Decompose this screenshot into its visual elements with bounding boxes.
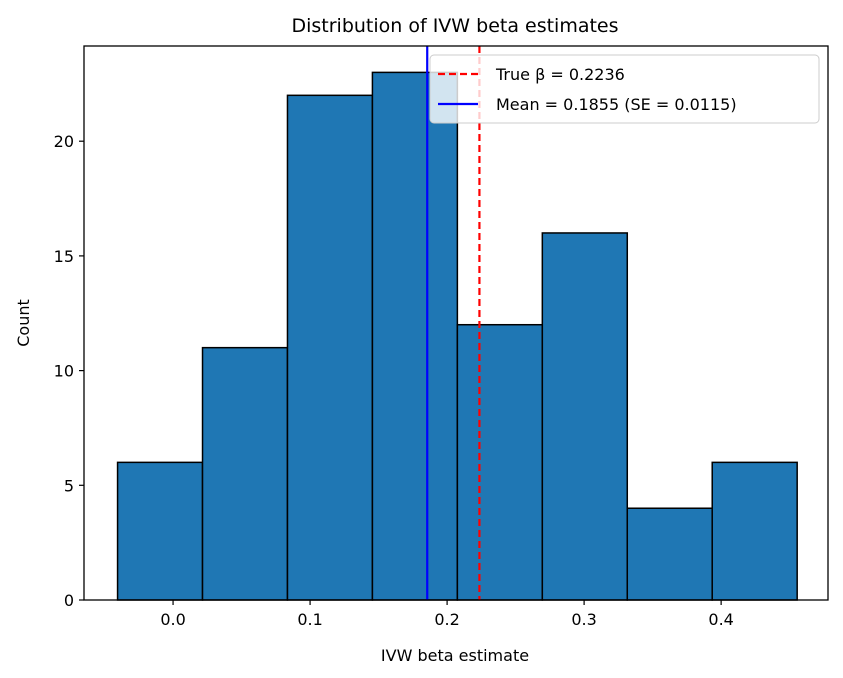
histogram-bar — [626, 507, 713, 601]
histogram-bar — [116, 461, 204, 601]
histogram-bar — [286, 94, 374, 601]
x-tick-label: 0.2 — [434, 610, 459, 629]
bars-group — [116, 71, 798, 601]
y-tick-label: 20 — [54, 132, 74, 151]
y-tick-label: 10 — [54, 362, 74, 381]
legend-entry-label: True β = 0.2236 — [495, 65, 625, 84]
histogram-bar — [201, 346, 289, 601]
x-tick-label: 0.4 — [708, 610, 733, 629]
histogram-bar — [541, 232, 629, 601]
y-axis-label: Count — [14, 299, 33, 347]
x-axis-label: IVW beta estimate — [381, 646, 529, 665]
legend-entry-label: Mean = 0.1855 (SE = 0.0115) — [496, 95, 737, 114]
legend-box — [429, 54, 820, 124]
x-tick-label: 0.1 — [297, 610, 322, 629]
plot-frame — [83, 45, 829, 601]
histogram-bar — [711, 461, 798, 601]
chart-title: Distribution of IVW beta estimates — [291, 15, 618, 37]
reference-lines-group — [426, 46, 481, 600]
legend: True β = 0.2236 Mean = 0.1855 (SE = 0.011… — [429, 54, 820, 124]
x-tick-label: 0.3 — [571, 610, 596, 629]
x-axis-ticks: 0.0 0.1 0.2 0.3 0.4 — [160, 600, 734, 629]
y-tick-label: 0 — [64, 591, 74, 610]
histogram-bar — [456, 323, 544, 601]
y-tick-label: 15 — [54, 247, 74, 266]
y-axis-ticks: 0 5 10 15 20 — [54, 132, 84, 610]
histogram-bar — [371, 71, 459, 601]
x-tick-label: 0.0 — [160, 610, 185, 629]
y-tick-label: 5 — [64, 476, 74, 495]
